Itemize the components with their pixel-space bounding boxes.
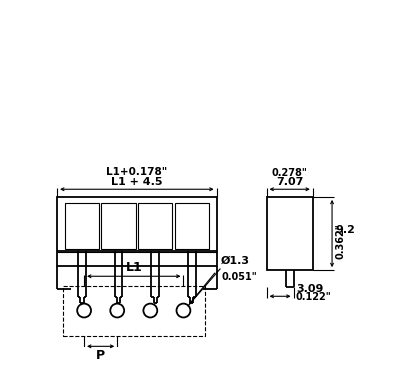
Text: 0.362": 0.362" [335, 223, 345, 259]
Bar [174, 203, 209, 249]
Bar [138, 203, 172, 249]
Text: P: P [96, 349, 105, 362]
Text: 3.09: 3.09 [296, 284, 323, 294]
Text: 9.2: 9.2 [335, 225, 355, 236]
Bar [62, 285, 205, 335]
Text: 0.278": 0.278" [272, 168, 308, 179]
Text: 0.122": 0.122" [296, 292, 332, 302]
Bar [65, 203, 99, 249]
Text: Ø1.3: Ø1.3 [221, 255, 250, 266]
Text: 0.051": 0.051" [221, 272, 257, 282]
Bar [267, 197, 313, 270]
Bar [57, 197, 216, 266]
Text: L1+0.178": L1+0.178" [106, 167, 168, 177]
Bar [102, 203, 136, 249]
Text: L1: L1 [126, 261, 142, 274]
Text: 7.07: 7.07 [276, 177, 303, 187]
Text: L1 + 4.5: L1 + 4.5 [111, 177, 163, 187]
